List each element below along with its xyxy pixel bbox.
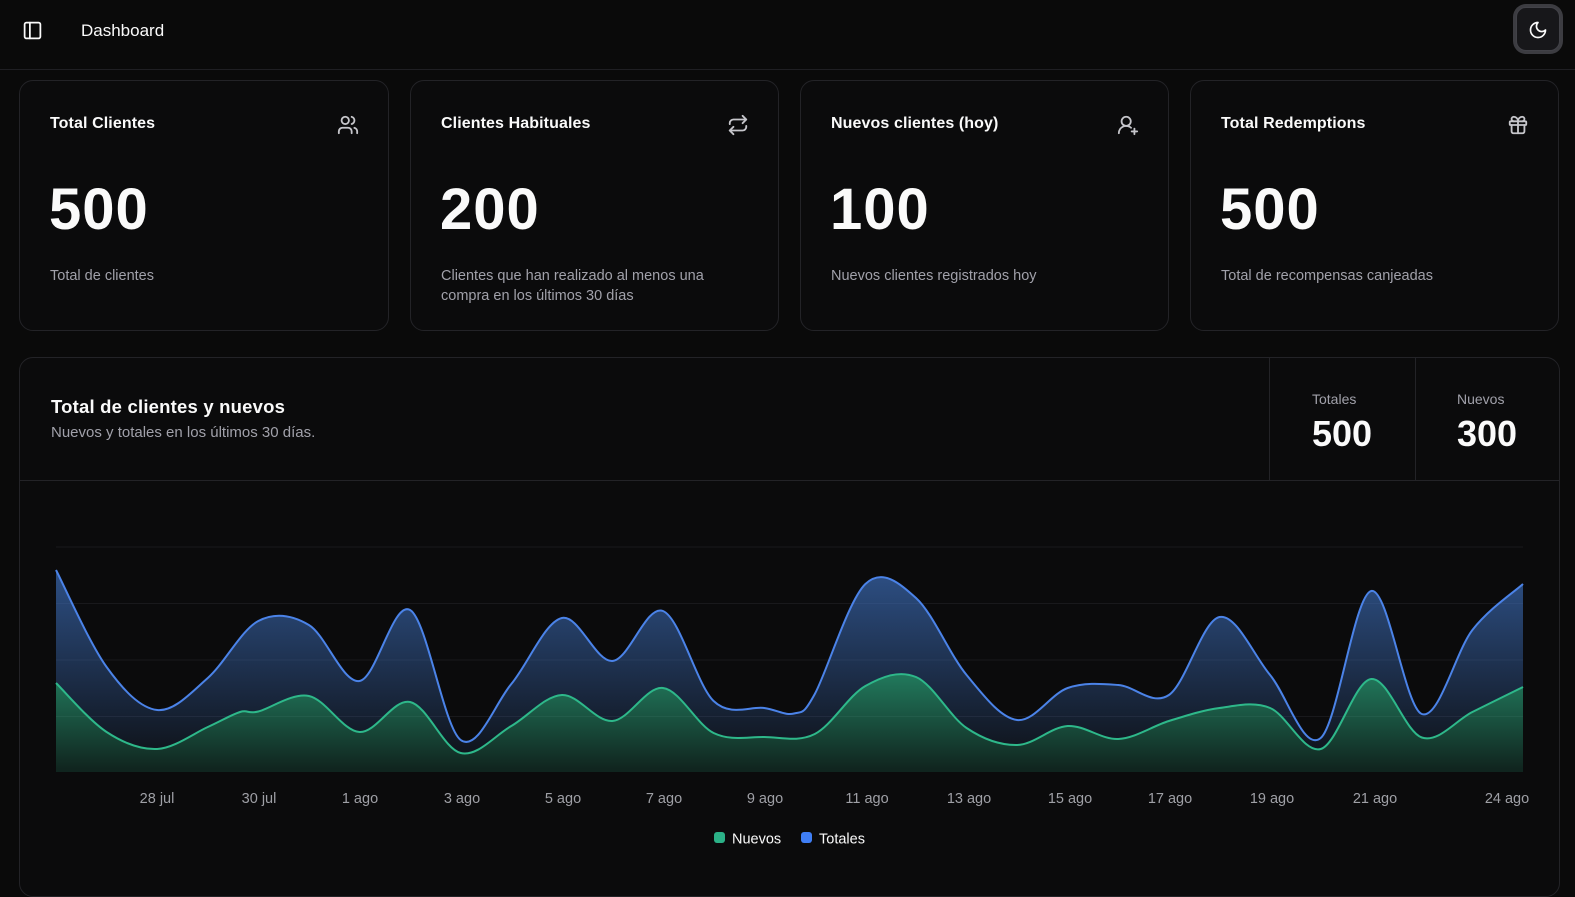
svg-text:28 jul: 28 jul [140, 791, 175, 807]
svg-text:30 jul: 30 jul [242, 791, 277, 807]
svg-text:24 ago: 24 ago [1485, 791, 1529, 807]
svg-text:21 ago: 21 ago [1353, 791, 1397, 807]
svg-text:9 ago: 9 ago [747, 791, 783, 807]
svg-text:3 ago: 3 ago [444, 791, 480, 807]
svg-text:11 ago: 11 ago [845, 791, 888, 807]
svg-text:7 ago: 7 ago [646, 791, 682, 807]
svg-text:13 ago: 13 ago [947, 791, 991, 807]
svg-text:5 ago: 5 ago [545, 791, 581, 807]
svg-text:1 ago: 1 ago [342, 791, 378, 807]
svg-text:19 ago: 19 ago [1250, 791, 1294, 807]
svg-text:Nuevos: Nuevos [732, 832, 781, 848]
svg-text:17 ago: 17 ago [1148, 791, 1192, 807]
svg-text:Totales: Totales [819, 832, 865, 848]
svg-text:15 ago: 15 ago [1048, 791, 1092, 807]
